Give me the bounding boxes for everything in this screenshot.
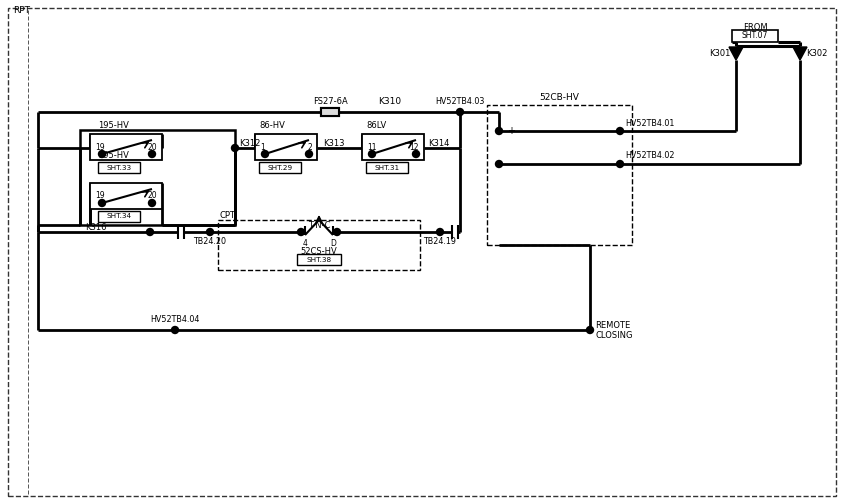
Bar bbox=[366, 162, 408, 173]
Text: FS27-6A: FS27-6A bbox=[312, 97, 348, 106]
Circle shape bbox=[99, 151, 106, 157]
Text: 2: 2 bbox=[307, 143, 312, 152]
Text: K301: K301 bbox=[709, 48, 730, 57]
Circle shape bbox=[495, 160, 502, 167]
Circle shape bbox=[369, 151, 376, 157]
Text: K310: K310 bbox=[378, 97, 402, 106]
Bar bbox=[321, 108, 339, 116]
Text: 86LV: 86LV bbox=[366, 120, 387, 130]
Circle shape bbox=[207, 228, 214, 235]
Circle shape bbox=[297, 228, 305, 235]
Circle shape bbox=[262, 151, 268, 157]
Bar bbox=[90, 183, 162, 209]
Text: REMOTE: REMOTE bbox=[595, 322, 630, 331]
Circle shape bbox=[171, 327, 178, 334]
Text: HV52TB4.03: HV52TB4.03 bbox=[436, 97, 484, 106]
Text: 1: 1 bbox=[260, 143, 265, 152]
Text: HV52TB4.01: HV52TB4.01 bbox=[625, 118, 674, 128]
Bar bbox=[487, 105, 632, 245]
Text: +: + bbox=[507, 126, 515, 136]
Circle shape bbox=[306, 151, 312, 157]
Text: 195-HV: 195-HV bbox=[98, 120, 129, 130]
Bar bbox=[321, 108, 339, 116]
Circle shape bbox=[616, 160, 624, 167]
Text: SHT.38: SHT.38 bbox=[306, 257, 332, 263]
Circle shape bbox=[333, 228, 340, 235]
Text: SHT.07: SHT.07 bbox=[742, 31, 768, 40]
Text: 12: 12 bbox=[409, 143, 419, 152]
Bar bbox=[80, 130, 235, 225]
Circle shape bbox=[616, 128, 624, 135]
Text: SHT.31: SHT.31 bbox=[375, 164, 399, 170]
Circle shape bbox=[149, 151, 155, 157]
Text: K316: K316 bbox=[85, 223, 106, 232]
Text: TB24.19: TB24.19 bbox=[424, 237, 457, 246]
Bar bbox=[255, 134, 317, 160]
Bar bbox=[259, 162, 301, 173]
Bar bbox=[98, 162, 140, 173]
Text: HV52TB4.04: HV52TB4.04 bbox=[150, 316, 200, 325]
Text: 295-HV: 295-HV bbox=[98, 151, 129, 159]
Polygon shape bbox=[793, 47, 807, 60]
Text: T-N-C: T-N-C bbox=[308, 221, 330, 229]
Text: 4: 4 bbox=[302, 239, 307, 248]
Text: K302: K302 bbox=[806, 48, 827, 57]
Text: 19: 19 bbox=[95, 192, 105, 201]
Circle shape bbox=[436, 228, 443, 235]
Text: HV52TB4.02: HV52TB4.02 bbox=[625, 152, 674, 160]
Text: TB24.20: TB24.20 bbox=[193, 237, 226, 246]
Bar bbox=[322, 109, 338, 115]
Polygon shape bbox=[729, 47, 743, 60]
Text: K313: K313 bbox=[323, 139, 344, 148]
Circle shape bbox=[99, 200, 106, 207]
Text: RPT: RPT bbox=[13, 6, 30, 15]
Circle shape bbox=[495, 128, 502, 135]
Text: K314: K314 bbox=[428, 139, 449, 148]
Text: 20: 20 bbox=[148, 192, 157, 201]
Text: 11: 11 bbox=[367, 143, 376, 152]
Text: 86-HV: 86-HV bbox=[259, 120, 285, 130]
Text: K312: K312 bbox=[239, 139, 261, 148]
Text: 20: 20 bbox=[148, 143, 157, 152]
Text: SHT.33: SHT.33 bbox=[106, 164, 132, 170]
Circle shape bbox=[457, 108, 463, 115]
Text: 52CS-HV: 52CS-HV bbox=[300, 247, 338, 257]
Bar bbox=[90, 134, 162, 160]
Bar bbox=[732, 30, 778, 42]
Circle shape bbox=[147, 228, 154, 235]
Text: 19: 19 bbox=[95, 143, 105, 152]
Circle shape bbox=[587, 327, 593, 334]
Bar bbox=[362, 134, 424, 160]
Text: -: - bbox=[507, 159, 511, 169]
Text: FROM: FROM bbox=[743, 24, 767, 32]
Text: CPT: CPT bbox=[220, 212, 236, 221]
Text: CLOSING: CLOSING bbox=[595, 331, 632, 340]
Circle shape bbox=[149, 200, 155, 207]
Text: SHT.29: SHT.29 bbox=[268, 164, 293, 170]
Bar bbox=[98, 211, 140, 222]
Circle shape bbox=[413, 151, 419, 157]
Bar bbox=[218, 220, 420, 270]
Bar bbox=[297, 254, 341, 265]
Circle shape bbox=[231, 145, 239, 152]
Text: D: D bbox=[330, 239, 336, 248]
Text: SHT.34: SHT.34 bbox=[106, 214, 132, 220]
Text: 52CB-HV: 52CB-HV bbox=[539, 93, 580, 101]
